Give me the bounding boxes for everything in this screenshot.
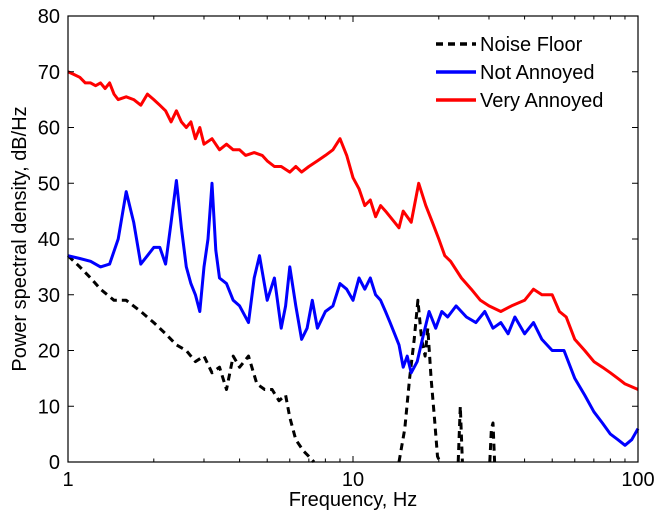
- series-line-noise-floor: [397, 298, 442, 463]
- y-tick-label: 20: [38, 341, 60, 363]
- plot-area: [68, 16, 638, 462]
- legend: Noise Floor Not Annoyed Very Annoyed: [436, 34, 603, 112]
- y-tick-label: 80: [38, 6, 60, 28]
- y-tick-label: 60: [38, 118, 60, 140]
- series-line-not-annoyed: [67, 179, 640, 447]
- series-layer: [66, 70, 640, 464]
- x-axis-title: Frequency, Hz: [289, 489, 418, 511]
- ticks-layer: 0 10 20 30 40 50 60 70 80 1 10 100: [38, 6, 655, 491]
- y-tick-label: 30: [38, 285, 60, 307]
- legend-label-not-annoyed: Not Annoyed: [480, 62, 595, 84]
- x-tick-label: 1: [62, 469, 73, 491]
- y-axis-title: Power spectral density, dB/Hz: [9, 106, 31, 371]
- y-tick-label: 0: [49, 452, 60, 474]
- legend-label-noise-floor: Noise Floor: [480, 34, 583, 56]
- series-line-noise-floor: [488, 421, 497, 463]
- y-tick-label: 50: [38, 173, 60, 195]
- series-line-noise-floor: [456, 404, 464, 463]
- legend-label-very-annoyed: Very Annoyed: [480, 90, 603, 112]
- x-tick-label: 10: [342, 469, 364, 491]
- series-line-very-annoyed: [67, 70, 639, 391]
- series-line-noise-floor: [66, 254, 316, 464]
- x-tick-label: 100: [621, 469, 654, 491]
- y-tick-label: 40: [38, 229, 60, 251]
- y-tick-label: 70: [38, 62, 60, 84]
- y-tick-label: 10: [38, 396, 60, 418]
